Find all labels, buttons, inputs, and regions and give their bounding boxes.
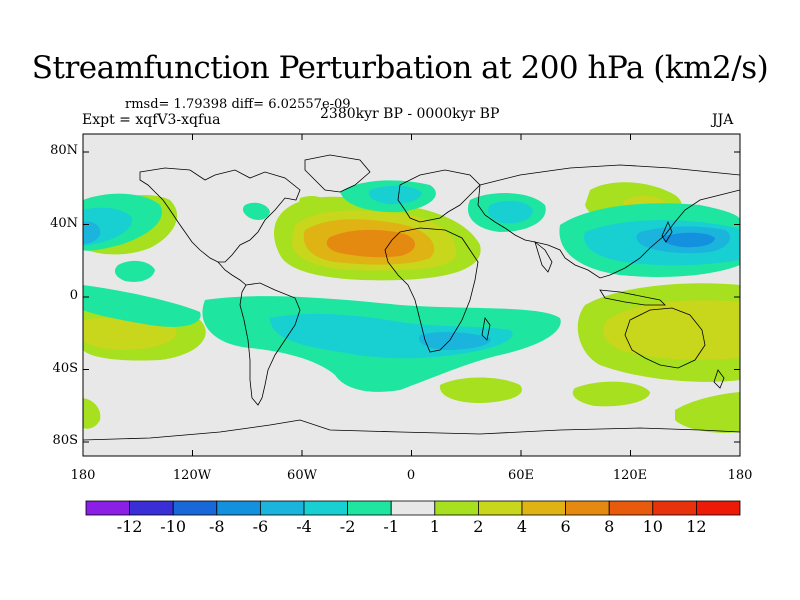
coastline-antarctica (83, 419, 740, 441)
coastline-australia (624, 307, 706, 369)
colorbar-swatch (259, 500, 305, 516)
colorbar-label: -6 (252, 517, 269, 536)
contour-southern-ocean-positive (439, 377, 522, 403)
contour-south-pole-positive (675, 392, 740, 433)
lat-label-80s: 80S (52, 433, 78, 448)
coastline-europe (397, 169, 481, 223)
coastline-japan (661, 220, 673, 243)
contour-southern-ocean-positive-2 (572, 381, 650, 407)
colorbar-swatch (347, 500, 392, 516)
contour-north-atlantic-6 (326, 229, 416, 258)
coastline-north-america (139, 167, 301, 263)
colorbar-label: -1 (383, 517, 399, 536)
lon-label-60e: 60E (507, 468, 535, 483)
coastline-greenland (304, 154, 371, 193)
contour-dateline-4 (83, 221, 101, 244)
coastline-new-zealand (713, 369, 725, 389)
colorbar-label: 10 (642, 517, 663, 536)
coastline-indonesia (599, 289, 666, 306)
contour-arctic-2 (368, 185, 422, 205)
colorbar-swatch (521, 500, 566, 516)
colorbar-swatch (216, 500, 261, 516)
contour-southwest-positive (83, 398, 101, 429)
colorbar-label: -2 (339, 517, 356, 536)
colorbar-swatch (608, 500, 654, 516)
coastline-central-america (217, 261, 247, 286)
lat-label-80n: 80N (50, 143, 78, 158)
period-label: 2380kyr BP - 0000kyr BP (320, 106, 500, 122)
season-label: JJA (712, 112, 734, 128)
colorbar-label: -4 (296, 517, 312, 536)
stats-label: rmsd= 1.79398 diff= 6.02557e-09 (125, 97, 351, 112)
lon-label-120e: 120E (612, 468, 648, 483)
coastline-madagascar (481, 316, 491, 341)
colorbar-swatch (129, 500, 174, 516)
contour-asia-2 (488, 200, 533, 224)
colorbar-label: -10 (160, 517, 187, 536)
lon-label-0: 0 (406, 468, 416, 483)
coastline-layer (83, 154, 740, 441)
colorbar-label: 1 (429, 517, 440, 536)
contour-fill-layer (83, 180, 740, 433)
colorbar (85, 500, 741, 516)
coastline-africa (384, 227, 479, 353)
lon-label-180e: 180 (727, 468, 753, 483)
colorbar-label: 2 (473, 517, 484, 536)
colorbar-swatch (303, 500, 348, 516)
colorbar-swatch (434, 500, 479, 516)
map-title: Streamfunction Perturbation at 200 hPa (… (31, 50, 769, 86)
contour-south-pacific-2 (83, 317, 177, 350)
coastline-india (534, 240, 553, 273)
colorbar-swatch (477, 500, 523, 516)
colorbar-swatch (652, 500, 697, 516)
lat-label-40n: 40N (50, 216, 78, 231)
coastline-south-america (239, 282, 301, 406)
colorbar-label: -12 (116, 517, 143, 536)
lat-label-0: 0 (69, 288, 78, 303)
axis-ticks (82, 134, 741, 456)
colorbar-swatch (565, 500, 610, 516)
colorbar-swatch (172, 500, 218, 516)
contour-north-pacific-6 (663, 232, 715, 248)
coastline-asia (477, 164, 740, 279)
lat-label-40s: 40S (52, 361, 78, 376)
colorbar-swatch (390, 500, 436, 516)
experiment-label: Expt = xqfV3-xqfua (82, 112, 221, 128)
contour-southeast-pacific-negative (83, 285, 201, 327)
contour-pacific-small-negative (114, 260, 155, 282)
colorbar-label: 12 (686, 517, 707, 536)
lon-label-180w: 180 (70, 468, 96, 483)
colorbar-swatch (696, 500, 741, 516)
lon-label-60w: 60W (287, 468, 317, 483)
lon-label-120w: 120W (172, 468, 212, 483)
colorbar-label: -8 (209, 517, 225, 536)
colorbar-swatch (85, 500, 130, 516)
colorbar-label: 6 (560, 517, 571, 536)
contour-southern-belt-4 (418, 332, 491, 350)
contour-atlantic-small-positive (298, 196, 326, 212)
contour-australia-2 (603, 300, 740, 360)
contour-canada-negative (242, 202, 270, 220)
colorbar-label: 8 (604, 517, 615, 536)
colorbar-label: 4 (516, 517, 528, 536)
